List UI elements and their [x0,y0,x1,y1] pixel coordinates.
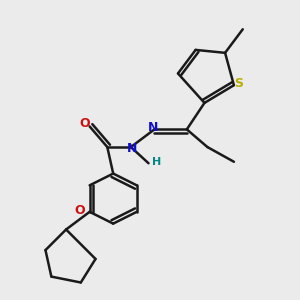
Text: O: O [79,117,90,130]
Text: S: S [234,77,243,90]
Text: N: N [127,142,137,155]
Text: H: H [152,157,161,167]
Text: N: N [148,122,158,134]
Text: O: O [74,204,85,217]
